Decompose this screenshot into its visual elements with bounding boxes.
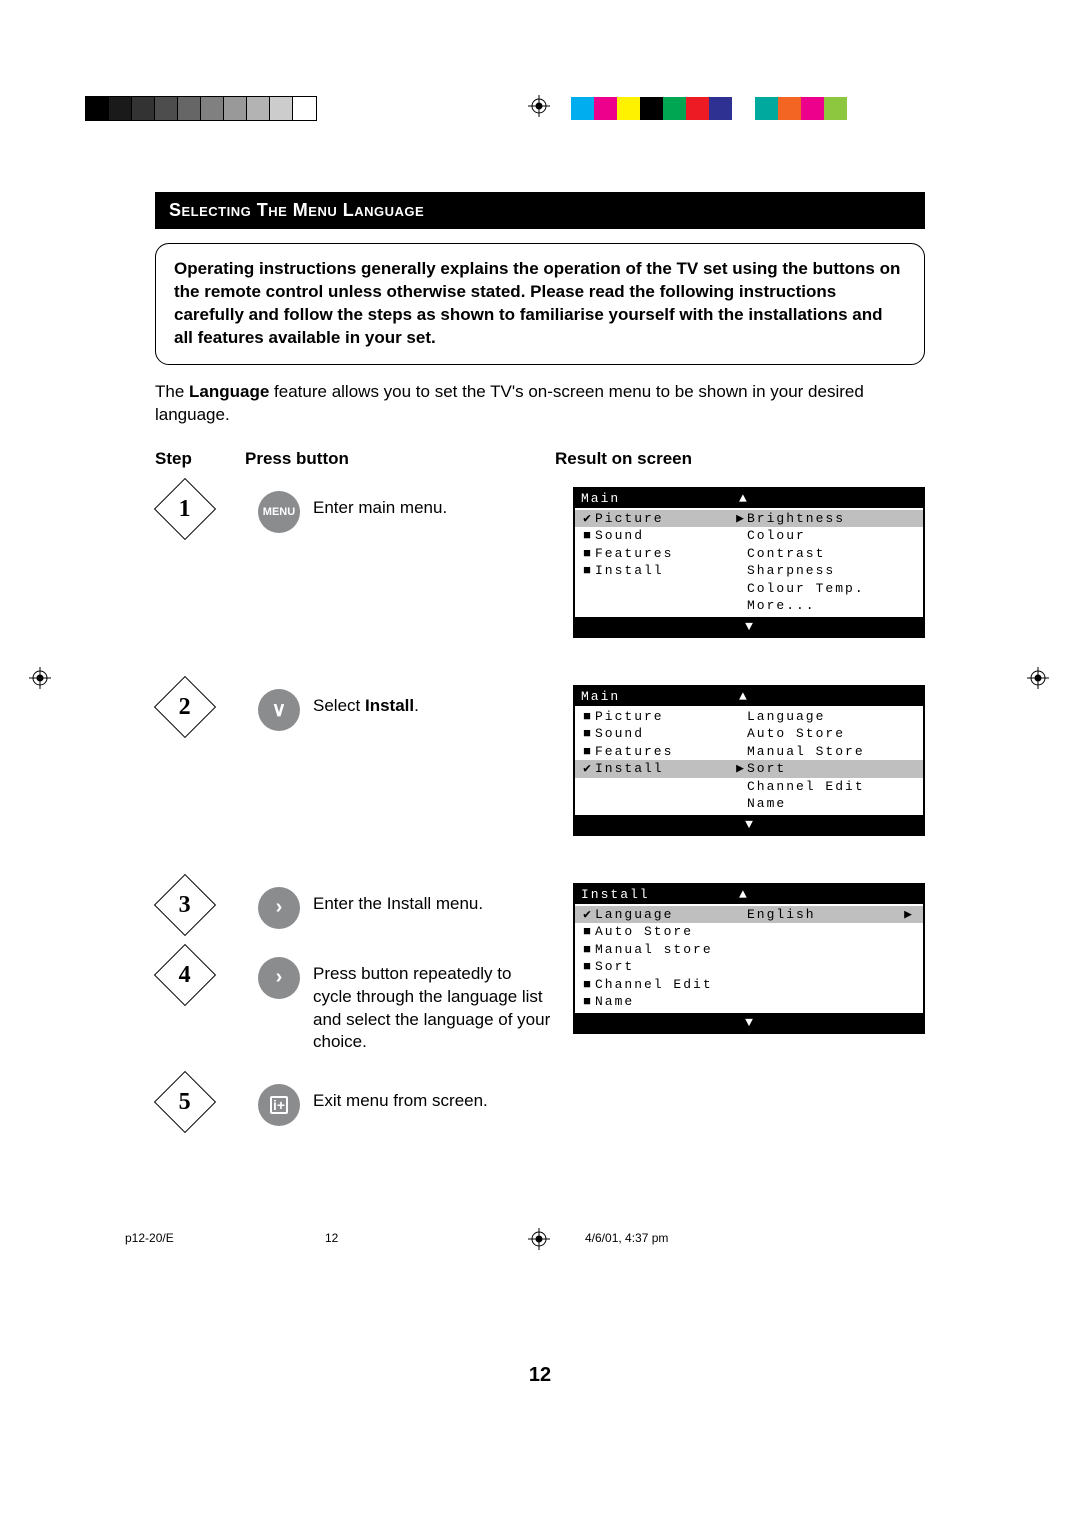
info-icon: i+ [270, 1096, 288, 1114]
step-desc: Select Install. [313, 685, 553, 718]
step-row: 5 i+ Exit menu from screen. [155, 1080, 925, 1126]
step-row: 2 ∨ Select Install. Main▲■PictureLanguag… [155, 685, 925, 855]
step-desc: Press button repeatedly to cycle through… [313, 953, 553, 1055]
osd-screenshot: Main▲■PictureLanguage■SoundAuto Store■Fe… [573, 685, 925, 836]
section-title: Selecting The Menu Language [155, 192, 925, 229]
lead-text: The Language feature allows you to set t… [155, 381, 925, 427]
step-number: 1 [179, 495, 191, 522]
step-number-diamond: 5 [154, 1071, 216, 1133]
step-number: 2 [179, 693, 191, 720]
col-press: Press button [245, 449, 555, 469]
footer-file: p12-20/E [125, 1231, 325, 1245]
step-number: 3 [179, 891, 191, 918]
intro-box: Operating instructions generally explain… [155, 243, 925, 365]
registration-mark-icon [528, 95, 550, 117]
step-desc-pre: Select [313, 696, 365, 715]
page-body: Selecting The Menu Language Operating in… [155, 192, 925, 1154]
step-desc: Exit menu from screen. [313, 1080, 553, 1113]
registration-mark-icon [1027, 667, 1049, 689]
step-desc: Enter the Install menu. [313, 883, 553, 916]
down-button-icon: ∨ [258, 689, 300, 731]
footer-date: 4/6/01, 4:37 pm [585, 1231, 955, 1245]
step-desc-post: . [414, 696, 419, 715]
print-colorbar-right [571, 97, 847, 120]
column-headers: Step Press button Result on screen [155, 449, 925, 469]
step-number-diamond: 1 [154, 478, 216, 540]
lead-bold: Language [189, 382, 269, 401]
step-number-diamond: 4 [154, 944, 216, 1006]
menu-button-icon: MENU [258, 491, 300, 533]
right-button-icon: › [258, 887, 300, 929]
step-number: 5 [179, 1089, 191, 1116]
step-row: 3 › Enter the Install menu. 4 › Press bu… [155, 883, 925, 1055]
step-number-diamond: 3 [154, 874, 216, 936]
osd-screenshot: Install▲✔LanguageEnglish▶■Auto Store■Man… [573, 883, 925, 1034]
step-desc-bold: Install [365, 696, 414, 715]
print-footer: p12-20/E 12 4/6/01, 4:37 pm [125, 1231, 955, 1245]
footer-page: 12 [325, 1231, 585, 1245]
page-number: 12 [155, 1364, 925, 1387]
print-colorbar-left [86, 97, 316, 120]
step-row: 1 MENU Enter main menu. Main▲✔Picture▶Br… [155, 487, 925, 657]
col-result: Result on screen [555, 449, 925, 469]
lead-pre: The [155, 382, 189, 401]
step-number-diamond: 2 [154, 676, 216, 738]
step-desc: Enter main menu. [313, 487, 553, 520]
osd-screenshot: Main▲✔Picture▶Brightness■SoundColour■Fea… [573, 487, 925, 638]
registration-mark-icon [29, 667, 51, 689]
step-number: 4 [179, 961, 191, 988]
col-step: Step [155, 449, 245, 469]
right-button-icon: › [258, 957, 300, 999]
info-button-icon: i+ [258, 1084, 300, 1126]
